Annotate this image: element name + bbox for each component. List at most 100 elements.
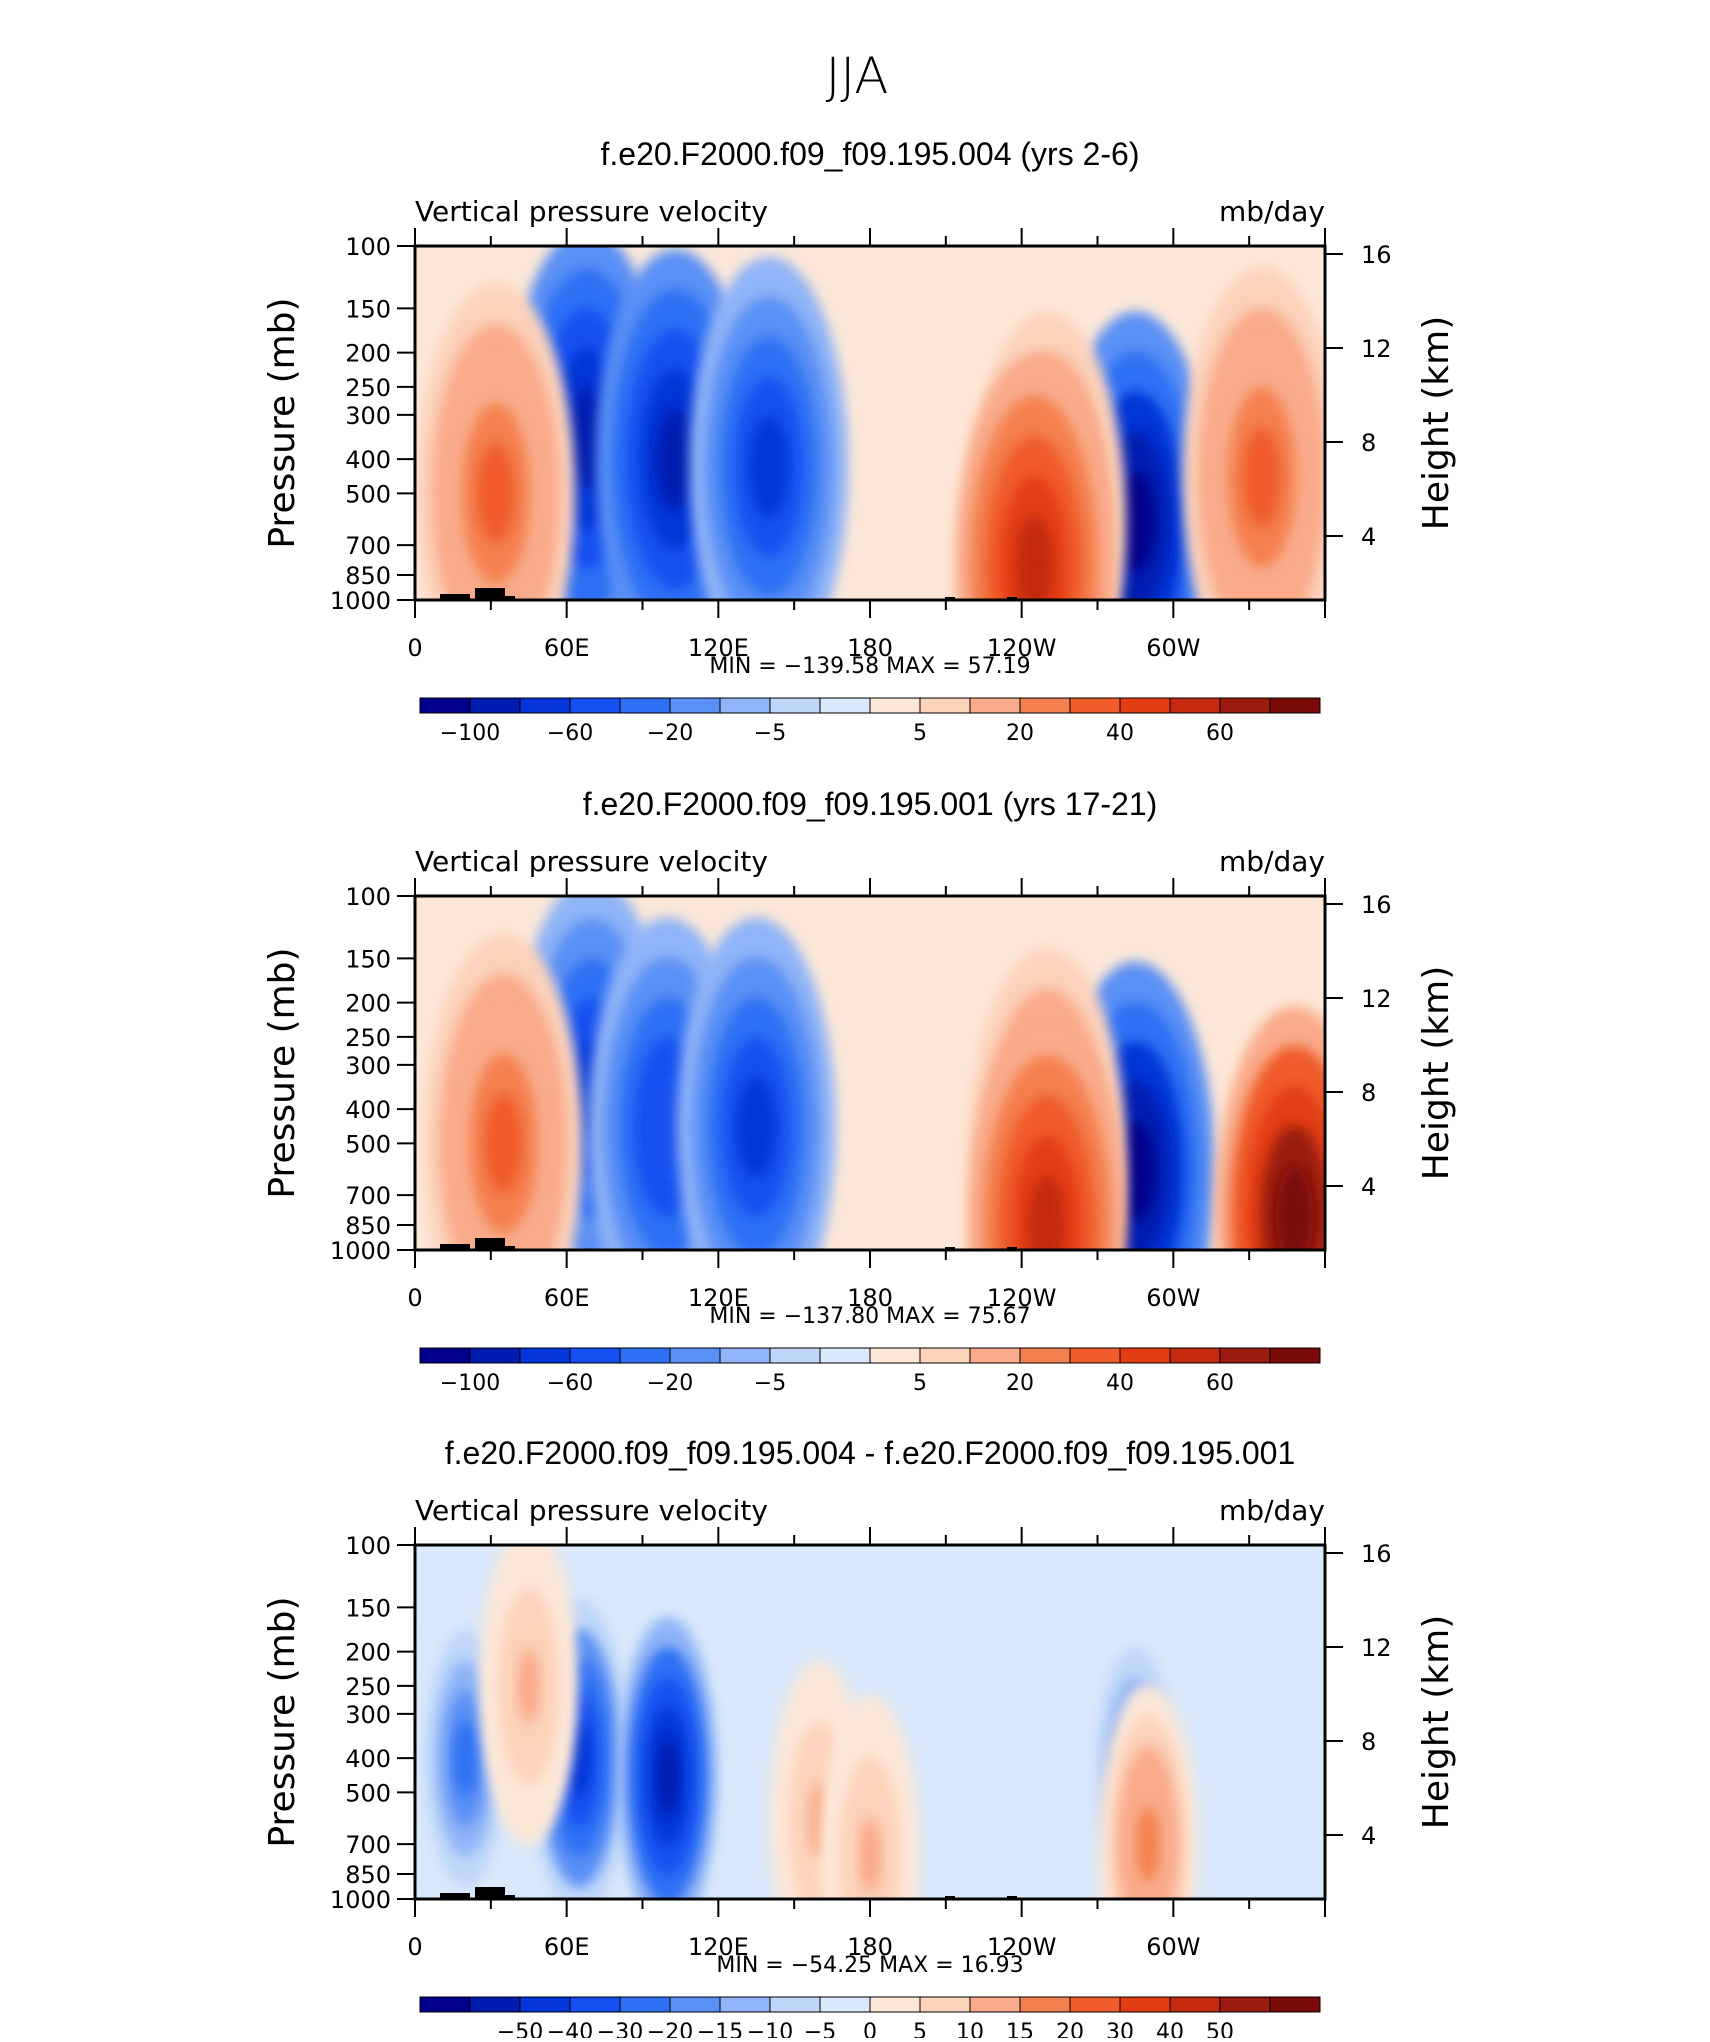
colorbar-swatch: [769, 1996, 821, 2013]
colorbar-swatch: [619, 1996, 671, 2013]
y-tick-label-right: 16: [1361, 241, 1392, 269]
x-tick-label: 120W: [987, 1284, 1057, 1312]
descent-region: [1242, 427, 1281, 528]
chart-panel-2: f.e20.F2000.f09_f09.195.001 (yrs 17-21) V…: [262, 786, 1457, 1396]
x-tick-label: 180: [847, 1284, 893, 1312]
topography-block: [1545, 596, 1615, 600]
y-tick-label: 500: [345, 480, 391, 508]
colorbar-label: −60: [547, 1371, 593, 1396]
colorbar-swatch: [419, 697, 471, 714]
colorbar-swatch: [619, 1347, 671, 1364]
colorbar-swatch: [819, 697, 871, 714]
topography-block: [440, 594, 470, 600]
colorbar-swatch: [819, 1347, 871, 1364]
colorbar-swatch: [769, 697, 821, 714]
panel-title: f.e20.F2000.f09_f09.195.004 - f.e20.F200…: [445, 1435, 1295, 1471]
y-tick-label: 850: [345, 562, 391, 590]
colorbar-swatch: [1169, 1347, 1221, 1364]
x-tick-label: 0: [407, 1933, 422, 1961]
colorbar-label: 0: [863, 2020, 877, 2038]
y-axis-title: Pressure (mb): [262, 1596, 303, 1847]
colorbar-swatch: [969, 1347, 1021, 1364]
colorbar-label: 20: [1006, 721, 1034, 746]
colorbar-label: −15: [697, 2020, 743, 2038]
colorbar-swatch: [669, 697, 721, 714]
colorbar-label: −100: [440, 1371, 500, 1396]
colorbar-label: −10: [747, 2020, 793, 2038]
colorbar-swatch: [419, 1996, 471, 2013]
y-tick-label: 100: [345, 233, 391, 261]
colorbar-label: −60: [547, 721, 593, 746]
y-tick-label: 250: [345, 1024, 391, 1052]
colorbar: −50 −40 −30 −20 −15 −10 −5 0 5 10 15 20 30 40 50: [419, 1996, 1321, 2042]
colorbar-swatch: [1119, 1347, 1171, 1364]
y-tick-label: 500: [345, 1130, 391, 1158]
field: [415, 896, 1325, 1250]
left-string: Vertical pressure velocity: [415, 195, 768, 228]
colorbar-label: 30: [1106, 2020, 1134, 2038]
x-tick-label: 0: [407, 1284, 422, 1312]
units-string: mb/day: [1219, 1494, 1325, 1527]
y-tick-label: 300: [345, 1052, 391, 1080]
descent-region: [1275, 1165, 1314, 1250]
colorbar-swatch: [1019, 697, 1071, 714]
figure-title: JJA: [826, 47, 889, 105]
ascent-region: [1116, 471, 1155, 572]
colorbar-swatch: [569, 697, 621, 714]
x-tick-label: 120E: [688, 1933, 749, 1961]
x-tick-label: 60W: [1146, 634, 1200, 662]
topography-block: [500, 596, 515, 600]
colorbar-swatch: [1069, 1996, 1121, 2013]
y-tick-label: 400: [345, 1096, 391, 1124]
y-tick-label-right: 8: [1361, 1079, 1376, 1107]
y-tick-label-right: 8: [1361, 429, 1376, 457]
field: [415, 246, 1615, 600]
y-axis-title: Pressure (mb): [262, 297, 303, 548]
colorbar-label: 40: [1106, 721, 1134, 746]
y-tick-label: 150: [345, 945, 391, 973]
colorbar-swatch: [1069, 1347, 1121, 1364]
y-tick-label: 400: [345, 1745, 391, 1773]
y-tick-label: 200: [345, 990, 391, 1018]
y-tick-label: 700: [345, 1182, 391, 1210]
colorbar-swatch: [919, 1347, 971, 1364]
y-tick-label: 250: [345, 374, 391, 402]
topography-block: [440, 1893, 470, 1899]
colorbar-swatch: [519, 1996, 571, 2013]
colorbar-swatch: [719, 1996, 771, 2013]
y-axis-title-right: Height (km): [1416, 966, 1457, 1180]
descent-region: [484, 1093, 523, 1194]
colorbar-swatch: [1069, 697, 1121, 714]
colorbar-swatch: [469, 1347, 521, 1364]
x-tick-label: 180: [847, 1933, 893, 1961]
y-tick-label-right: 12: [1361, 1634, 1392, 1662]
colorbar-label: 40: [1106, 1371, 1134, 1396]
colorbar-label: 5: [913, 721, 927, 746]
panel-title: f.e20.F2000.f09_f09.195.004 (yrs 2-6): [600, 136, 1139, 172]
colorbar-swatch: [1219, 1996, 1271, 2013]
descent-region: [1015, 515, 1054, 600]
colorbar-label: −20: [647, 1371, 693, 1396]
y-tick-label-right: 16: [1361, 1540, 1392, 1568]
x-tick-label: 60E: [544, 634, 590, 662]
colorbar-swatch: [1269, 1347, 1321, 1364]
y-tick-label: 1000: [330, 587, 391, 615]
field: [415, 1545, 1325, 1899]
y-tick-label: 200: [345, 340, 391, 368]
y-tick-label: 200: [345, 1639, 391, 1667]
ascent-region: [749, 416, 788, 517]
colorbar-swatch: [569, 1996, 621, 2013]
colorbar-swatch: [869, 1347, 921, 1364]
chart-panel-3: f.e20.F2000.f09_f09.195.004 - f.e20.F200…: [262, 1435, 1457, 2042]
y-tick-label: 700: [345, 1831, 391, 1859]
colorbar-swatch: [1219, 697, 1271, 714]
colorbar-label: 20: [1056, 2020, 1084, 2038]
y-tick-label-right: 8: [1361, 1728, 1376, 1756]
colorbar-label: 5: [913, 2020, 927, 2038]
x-tick-label: 120E: [688, 1284, 749, 1312]
colorbar-swatch: [969, 1996, 1021, 2013]
colorbar-swatch: [619, 697, 671, 714]
ascent-region: [656, 409, 695, 510]
colorbar-swatch: [669, 1347, 721, 1364]
